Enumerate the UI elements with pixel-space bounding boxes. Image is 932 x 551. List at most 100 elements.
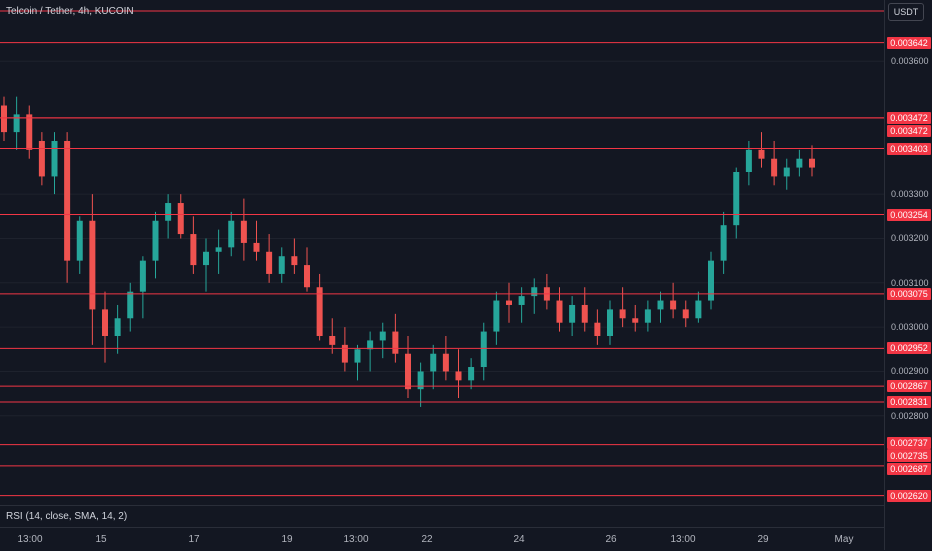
level-price-badge[interactable]: 0.002867 <box>887 380 931 393</box>
candle[interactable] <box>809 145 815 177</box>
candle[interactable] <box>670 282 677 319</box>
candle[interactable] <box>493 291 500 345</box>
candle[interactable] <box>644 300 651 332</box>
candle[interactable] <box>468 358 475 390</box>
chart-canvas[interactable] <box>0 0 884 505</box>
candle[interactable] <box>316 273 323 341</box>
candle[interactable] <box>720 211 727 274</box>
candle[interactable] <box>215 229 222 274</box>
candle-body <box>468 367 475 381</box>
candle[interactable] <box>745 140 752 186</box>
candle[interactable] <box>581 287 588 332</box>
rsi-pane[interactable]: RSI (14, close, SMA, 14, 2) <box>0 505 884 528</box>
candle[interactable] <box>556 287 563 332</box>
candle[interactable] <box>480 322 487 381</box>
candle[interactable] <box>304 247 310 292</box>
candle[interactable] <box>291 238 298 274</box>
candle[interactable] <box>64 132 71 283</box>
candle[interactable] <box>379 322 386 359</box>
candle[interactable] <box>405 336 411 399</box>
candle[interactable] <box>13 96 20 150</box>
candle[interactable] <box>783 158 790 190</box>
time-axis[interactable]: 13:00 15 17 19 13:00 22 24 26 13:00 29 May <box>0 527 884 551</box>
candle[interactable] <box>594 309 601 345</box>
candle[interactable] <box>114 304 121 354</box>
candle[interactable] <box>278 247 285 283</box>
candle-body <box>51 140 58 177</box>
candle-body <box>417 371 424 390</box>
level-price-badge[interactable]: 0.003472 <box>887 111 931 124</box>
candle[interactable] <box>771 140 778 186</box>
candle[interactable] <box>354 344 361 381</box>
level-price-badge[interactable]: 0.003254 <box>887 208 931 221</box>
price-tick-label: 0.002800 <box>891 410 929 421</box>
level-price-badge[interactable]: 0.002952 <box>887 342 931 355</box>
level-price-badge[interactable]: 0.003472 <box>887 124 931 137</box>
candle[interactable] <box>518 287 525 323</box>
candle[interactable] <box>430 344 437 390</box>
candle[interactable] <box>26 105 33 159</box>
candle[interactable] <box>367 331 374 372</box>
candle[interactable] <box>240 198 247 261</box>
rsi-indicator-label[interactable]: RSI (14, close, SMA, 14, 2) <box>6 511 128 522</box>
candle[interactable] <box>657 291 664 323</box>
time-tick-label: 13:00 <box>670 534 696 545</box>
candle[interactable] <box>152 211 159 279</box>
candle[interactable] <box>392 313 399 363</box>
time-tick-label: 13:00 <box>17 534 43 545</box>
candle[interactable] <box>253 220 260 261</box>
candle[interactable] <box>695 291 702 323</box>
candle[interactable] <box>89 194 96 345</box>
candle[interactable] <box>506 282 512 323</box>
candle[interactable] <box>165 194 172 239</box>
candle[interactable] <box>543 273 550 310</box>
candle[interactable] <box>203 238 209 292</box>
candle[interactable] <box>38 132 45 186</box>
level-price-badge[interactable]: 0.003642 <box>887 36 931 49</box>
candle[interactable] <box>139 256 146 319</box>
candle-body <box>644 309 651 323</box>
candle[interactable] <box>442 336 449 381</box>
candle[interactable] <box>796 149 803 177</box>
candle[interactable] <box>682 300 689 328</box>
price-axis[interactable]: 0.003600 0.003300 0.003200 0.003100 0.003000… <box>884 0 932 505</box>
candle[interactable] <box>531 278 538 314</box>
candle[interactable] <box>76 216 83 274</box>
candle[interactable] <box>127 282 134 332</box>
candle-body <box>405 353 411 390</box>
level-price-badge[interactable]: 0.002831 <box>887 396 931 409</box>
candle[interactable] <box>632 304 639 332</box>
candle-body <box>177 203 184 235</box>
candle[interactable] <box>455 349 462 399</box>
candle-body <box>518 296 525 305</box>
candle[interactable] <box>708 251 714 310</box>
currency-button[interactable]: USDT <box>888 3 924 21</box>
level-price-badge[interactable]: 0.002687 <box>887 462 931 475</box>
level-price-badge[interactable]: 0.003075 <box>887 287 931 300</box>
price-chart[interactable] <box>0 0 884 505</box>
candle[interactable] <box>619 287 626 328</box>
candle[interactable] <box>228 211 235 257</box>
candle-body <box>76 220 83 261</box>
candle[interactable] <box>341 327 348 372</box>
candle[interactable] <box>758 132 765 168</box>
candle-body <box>228 220 235 248</box>
candle[interactable] <box>329 318 336 354</box>
time-tick-label: 19 <box>281 534 293 545</box>
candle[interactable] <box>417 362 424 407</box>
candle[interactable] <box>51 132 58 195</box>
candle[interactable] <box>102 291 108 363</box>
current-price-badge[interactable]: 0.002737 <box>887 436 931 449</box>
candle[interactable] <box>1 96 7 141</box>
level-price-badge[interactable]: 0.002735 <box>887 449 931 462</box>
candle[interactable] <box>177 194 184 239</box>
candle-body <box>304 265 310 288</box>
candle-body <box>455 371 462 381</box>
candle[interactable] <box>569 296 576 336</box>
level-price-badge[interactable]: 0.003403 <box>887 142 931 155</box>
level-price-badge[interactable]: 0.002620 <box>887 489 931 502</box>
candle[interactable] <box>607 300 613 345</box>
candle[interactable] <box>266 234 273 283</box>
candle[interactable] <box>733 167 740 239</box>
candle[interactable] <box>190 216 197 274</box>
